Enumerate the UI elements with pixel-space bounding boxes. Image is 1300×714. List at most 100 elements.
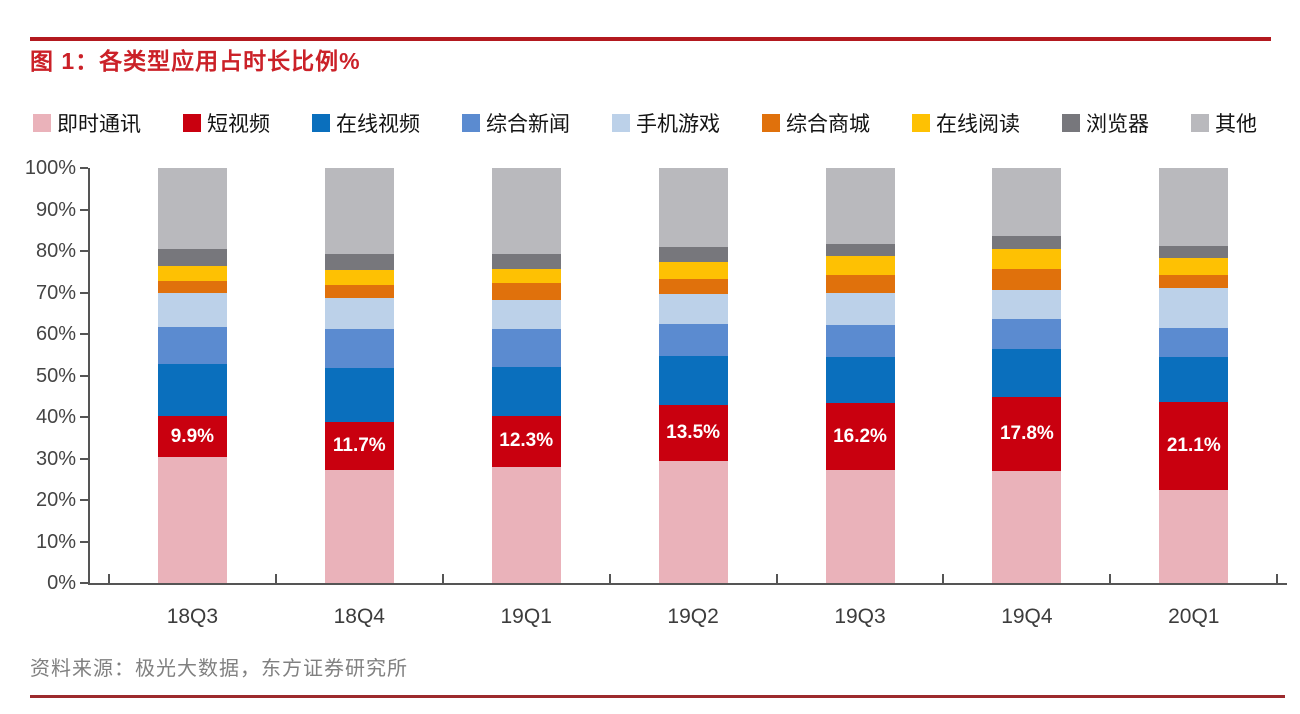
y-axis-label: 20% xyxy=(35,489,76,511)
bar-segment xyxy=(658,293,728,325)
y-axis-tick xyxy=(80,250,88,252)
stacked-bar-18Q3: 9.9% xyxy=(157,168,227,583)
x-axis-label: 19Q2 xyxy=(667,605,719,628)
x-axis-tick xyxy=(107,574,110,583)
bar-segment xyxy=(157,248,227,267)
bar-segment xyxy=(992,470,1062,583)
y-axis-label: 100% xyxy=(24,157,76,179)
stacked-bar-19Q3: 16.2% xyxy=(825,168,895,583)
legend-swatch-icon xyxy=(912,114,930,132)
legend-label: 其他 xyxy=(1215,113,1257,136)
legend-label: 浏览器 xyxy=(1086,113,1149,136)
legend-item-2: 在线视频 xyxy=(312,108,420,138)
y-axis-tick xyxy=(80,416,88,418)
bar-segment xyxy=(157,293,227,327)
legend-swatch-icon xyxy=(1191,114,1209,132)
y-axis-label: 50% xyxy=(35,364,76,387)
bar-segment xyxy=(1159,168,1229,247)
y-axis-label: 30% xyxy=(35,447,76,470)
legend-label: 即时通讯 xyxy=(57,113,141,136)
bar-segment xyxy=(324,269,394,285)
bar-segment xyxy=(658,262,728,280)
data-label: 11.7% xyxy=(332,434,386,456)
bar-segment xyxy=(992,235,1062,249)
legend-swatch-icon xyxy=(312,114,330,132)
bar-segment xyxy=(1159,258,1229,276)
bar-segment xyxy=(324,329,394,369)
data-label: 17.8% xyxy=(999,423,1054,445)
bar-segment xyxy=(992,248,1062,269)
bar-segment xyxy=(157,281,227,294)
bar-segment xyxy=(992,319,1062,350)
legend-label: 手机游戏 xyxy=(636,113,720,136)
stacked-bar-19Q1: 12.3% xyxy=(491,168,561,583)
x-axis-label: 19Q4 xyxy=(1001,605,1053,628)
legend-label: 在线视频 xyxy=(336,113,420,136)
bar-segment xyxy=(1159,356,1229,403)
stacked-bar-19Q4: 17.8% xyxy=(992,168,1062,583)
bar-segment xyxy=(324,284,394,299)
x-axis-tick xyxy=(1276,574,1279,583)
y-axis-tick xyxy=(80,333,88,335)
bar-segment xyxy=(491,299,561,329)
bar-segment: 21.1% xyxy=(1159,402,1229,490)
bar-segment xyxy=(157,326,227,365)
bar-segment xyxy=(491,168,561,254)
bar-segment xyxy=(324,298,394,330)
legend-swatch-icon xyxy=(462,114,480,132)
bar-segment xyxy=(491,366,561,416)
bar-segment xyxy=(658,168,728,247)
bar-segment xyxy=(825,255,895,275)
bar-segment xyxy=(1159,246,1229,259)
legend-item-5: 综合商城 xyxy=(762,108,870,138)
y-axis-label: 0% xyxy=(47,572,76,594)
bar-segment xyxy=(324,168,394,255)
x-axis-tick xyxy=(608,574,611,583)
stacked-bar-20Q1: 21.1% xyxy=(1159,168,1229,583)
bar-segment xyxy=(157,266,227,282)
legend-swatch-icon xyxy=(1062,114,1080,132)
legend-label: 短视频 xyxy=(207,113,270,136)
bar-segment xyxy=(992,268,1062,290)
y-axis-label: 60% xyxy=(35,323,76,345)
y-axis-label: 70% xyxy=(35,281,76,304)
x-axis-tick xyxy=(441,574,444,583)
data-label: 12.3% xyxy=(499,430,554,452)
bar-segment xyxy=(491,466,561,583)
y-axis-label: 80% xyxy=(35,240,76,262)
bar-segment xyxy=(491,253,561,269)
bar-segment: 12.3% xyxy=(491,415,561,467)
legend-item-0: 即时通讯 xyxy=(33,108,141,138)
legend-swatch-icon xyxy=(612,114,630,132)
legend-item-7: 浏览器 xyxy=(1062,108,1149,138)
x-axis-label: 19Q1 xyxy=(500,605,552,628)
legend-item-1: 短视频 xyxy=(183,108,270,138)
bar-segment xyxy=(491,268,561,283)
stacked-bar-18Q4: 11.7% xyxy=(324,168,394,583)
source-note: 资料来源：极光大数据，东方证券研究所 xyxy=(30,658,408,680)
y-axis-tick xyxy=(80,291,88,294)
data-label: 13.5% xyxy=(666,421,721,443)
legend-swatch-icon xyxy=(33,114,51,132)
bar-segment xyxy=(825,293,895,326)
stacked-bar-19Q2: 13.5% xyxy=(658,168,728,583)
y-axis-tick xyxy=(80,582,88,584)
plot-area: 100% 90% 80% 70% 60% 50% 40% 30% 20% 10% 0% 9.9% 18Q… xyxy=(25,157,1287,628)
y-axis-tick xyxy=(80,457,88,460)
x-axis-label: 20Q1 xyxy=(1168,605,1220,628)
bar-segment xyxy=(324,470,394,583)
legend-item-4: 手机游戏 xyxy=(612,108,720,138)
x-axis-label: 18Q3 xyxy=(166,605,219,628)
x-axis-tick xyxy=(1109,574,1112,583)
y-axis-label: 40% xyxy=(35,406,76,428)
bar-segment xyxy=(324,254,394,270)
x-axis-tick xyxy=(942,574,945,583)
y-axis-tick xyxy=(80,167,88,169)
top-divider xyxy=(30,37,1271,41)
bar-segment xyxy=(1159,275,1229,288)
x-axis-label: 18Q4 xyxy=(333,605,385,628)
legend-label: 综合新闻 xyxy=(486,113,570,136)
bar-segment xyxy=(658,246,728,263)
bar-segment xyxy=(825,244,895,256)
chart-legend: 即时通讯 短视频 在线视频 综合新闻 手机游戏 综合商城 在线阅读 浏览器 其他 xyxy=(33,108,1257,138)
